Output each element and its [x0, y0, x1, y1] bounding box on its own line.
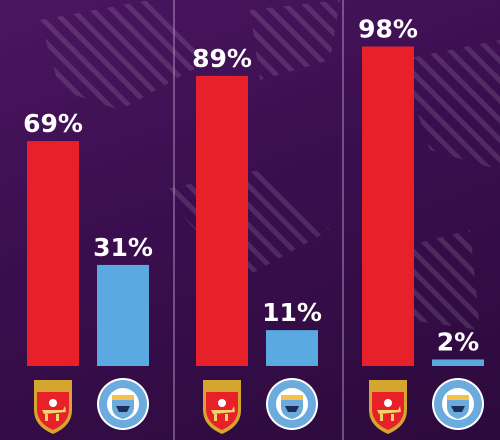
bar-city-1 [97, 264, 149, 366]
data-label-city-1: 31% [93, 233, 153, 262]
bar-city-2 [266, 330, 318, 366]
man-city-crest-icon [97, 378, 149, 430]
arsenal-crest-icon [203, 380, 241, 434]
data-label-city-2: 11% [262, 298, 322, 327]
data-label-arsenal-1: 69% [23, 109, 83, 138]
data-label-arsenal-2: 89% [192, 44, 252, 73]
bar-arsenal-1 [27, 141, 79, 366]
man-city-crest-icon [432, 378, 484, 430]
data-label-city-3: 2% [437, 327, 479, 356]
man-city-crest-icon [266, 378, 318, 430]
data-label-arsenal-3: 98% [358, 15, 418, 44]
bar-arsenal-3 [362, 46, 414, 367]
bar-arsenal-2 [196, 75, 248, 367]
arsenal-crest-icon [369, 380, 407, 434]
arsenal-crest-icon [34, 380, 72, 434]
bar-city-3 [432, 359, 484, 366]
